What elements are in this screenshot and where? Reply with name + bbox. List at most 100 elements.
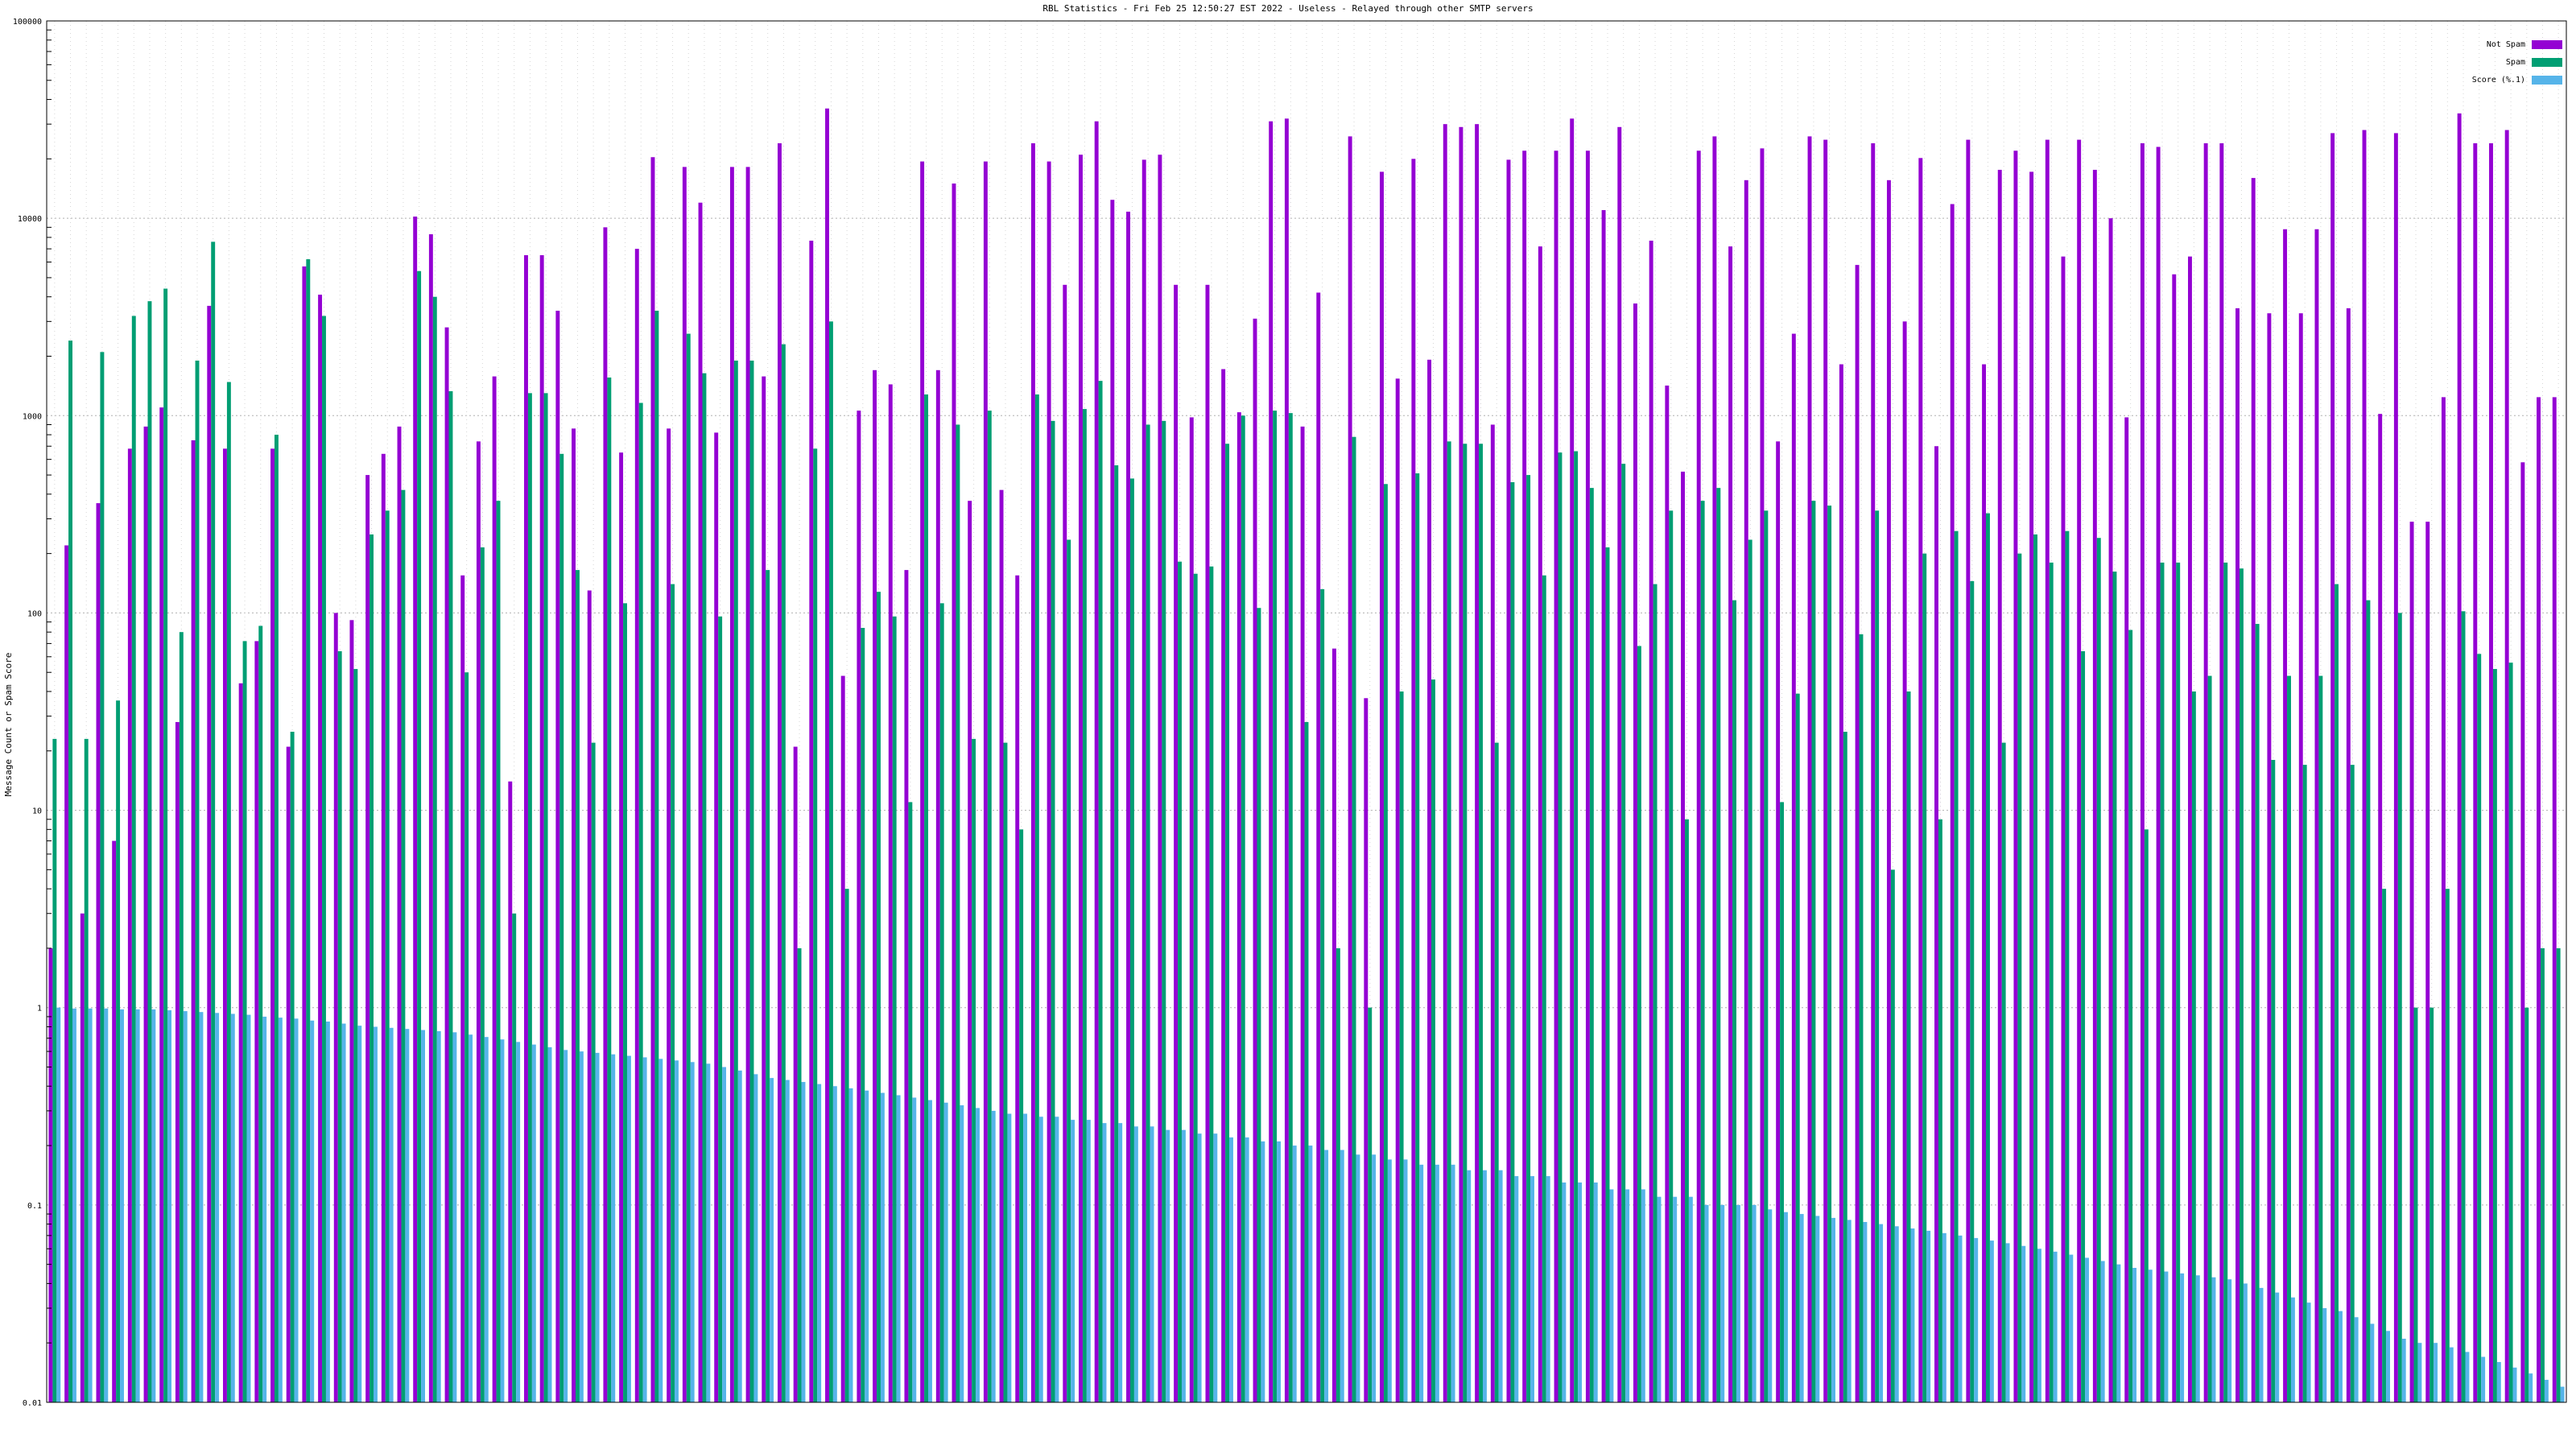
bar-1-69 <box>1146 424 1150 1402</box>
bar-0-135 <box>2188 256 2192 1402</box>
bar-0-63 <box>1046 161 1051 1402</box>
bar-1-136 <box>2207 675 2212 1402</box>
bar-0-142 <box>2298 313 2303 1402</box>
bar-2-120 <box>1958 1235 1963 1402</box>
bar-1-147 <box>2382 889 2387 1402</box>
bar-2-14 <box>278 1018 283 1402</box>
bar-1-29 <box>512 913 517 1402</box>
bar-1-152 <box>2461 611 2466 1402</box>
bar-2-11 <box>230 1013 235 1402</box>
bar-0-143 <box>2314 229 2319 1402</box>
bar-0-21 <box>381 453 386 1402</box>
bar-2-5 <box>135 1009 140 1402</box>
y-tick-label: 1000 <box>23 412 42 421</box>
bar-2-89 <box>1467 1170 1472 1402</box>
bar-2-47 <box>801 1082 806 1402</box>
bar-0-86 <box>1411 159 1416 1402</box>
bar-2-107 <box>1752 1204 1757 1402</box>
bar-0-9 <box>191 440 196 1402</box>
bar-1-78 <box>1288 413 1293 1403</box>
bar-0-29 <box>508 781 513 1402</box>
bar-2-34 <box>595 1052 600 1402</box>
bar-2-17 <box>325 1022 330 1402</box>
bar-2-133 <box>2164 1271 2169 1402</box>
bar-2-74 <box>1229 1137 1233 1402</box>
bar-1-53 <box>892 616 897 1402</box>
bar-1-102 <box>1669 510 1674 1402</box>
bar-2-30 <box>531 1044 536 1402</box>
bar-2-45 <box>770 1078 774 1402</box>
bar-2-124 <box>2021 1245 2026 1402</box>
bar-0-38 <box>650 157 655 1402</box>
bar-2-114 <box>1863 1221 1868 1402</box>
bar-0-67 <box>1110 200 1115 1402</box>
bar-2-39 <box>675 1060 679 1402</box>
bar-0-79 <box>1300 426 1305 1402</box>
bar-2-53 <box>896 1095 901 1402</box>
bar-2-20 <box>374 1026 378 1402</box>
bar-1-85 <box>1399 691 1404 1402</box>
bar-0-8 <box>175 721 180 1402</box>
bar-0-112 <box>1823 139 1828 1403</box>
y-tick-label: 1 <box>37 1005 42 1013</box>
bar-2-6 <box>151 1009 156 1402</box>
bar-1-31 <box>543 393 548 1403</box>
bar-2-68 <box>1133 1126 1138 1402</box>
bar-1-15 <box>290 732 295 1402</box>
bar-1-50 <box>844 889 849 1402</box>
bar-2-49 <box>832 1086 837 1402</box>
bar-1-154 <box>2492 669 2497 1402</box>
bar-2-104 <box>1704 1204 1709 1402</box>
bar-1-91 <box>1494 742 1499 1402</box>
bar-2-1 <box>72 1008 76 1402</box>
bar-1-39 <box>671 584 675 1402</box>
bar-0-11 <box>223 448 227 1402</box>
bar-2-71 <box>1181 1129 1186 1402</box>
bar-1-118 <box>1922 553 1927 1402</box>
bar-0-156 <box>2520 462 2525 1402</box>
bar-1-144 <box>2334 584 2339 1402</box>
bar-1-150 <box>2429 1007 2434 1402</box>
bar-0-65 <box>1079 155 1083 1403</box>
bar-0-89 <box>1459 126 1463 1402</box>
bar-2-76 <box>1261 1141 1265 1402</box>
bar-1-119 <box>1938 819 1942 1402</box>
bar-2-48 <box>817 1084 822 1402</box>
bar-0-92 <box>1506 159 1511 1403</box>
bar-2-113 <box>1847 1220 1852 1402</box>
bar-2-46 <box>785 1080 790 1402</box>
bar-1-11 <box>226 382 231 1403</box>
bar-2-80 <box>1324 1150 1329 1402</box>
bar-2-67 <box>1118 1123 1123 1402</box>
bar-0-28 <box>492 376 497 1403</box>
bar-0-57 <box>952 183 956 1402</box>
bar-2-79 <box>1308 1146 1313 1402</box>
bar-0-47 <box>793 746 798 1402</box>
bar-2-154 <box>2496 1361 2501 1402</box>
bar-1-8 <box>179 632 184 1402</box>
bar-0-54 <box>904 570 909 1402</box>
bar-1-88 <box>1447 441 1451 1402</box>
bar-1-28 <box>496 501 501 1403</box>
bar-1-95 <box>1558 452 1563 1402</box>
bar-2-58 <box>976 1108 980 1402</box>
bar-2-10 <box>215 1013 220 1402</box>
bar-0-128 <box>2077 139 2082 1403</box>
bar-2-51 <box>865 1090 869 1402</box>
bar-1-120 <box>1954 530 1959 1402</box>
bar-1-25 <box>448 390 453 1403</box>
bar-0-119 <box>1934 446 1938 1403</box>
bar-1-44 <box>749 360 754 1402</box>
bar-1-23 <box>417 270 422 1402</box>
bar-2-100 <box>1641 1189 1645 1402</box>
bar-2-110 <box>1799 1214 1804 1402</box>
bar-2-147 <box>2386 1331 2390 1402</box>
bar-0-55 <box>920 161 925 1402</box>
bar-0-72 <box>1189 417 1194 1403</box>
bar-2-105 <box>1720 1204 1725 1402</box>
bar-1-13 <box>258 625 263 1402</box>
bar-2-66 <box>1102 1123 1107 1402</box>
bar-1-107 <box>1748 539 1752 1403</box>
bar-0-109 <box>1776 441 1781 1402</box>
bar-2-123 <box>2005 1243 2010 1402</box>
